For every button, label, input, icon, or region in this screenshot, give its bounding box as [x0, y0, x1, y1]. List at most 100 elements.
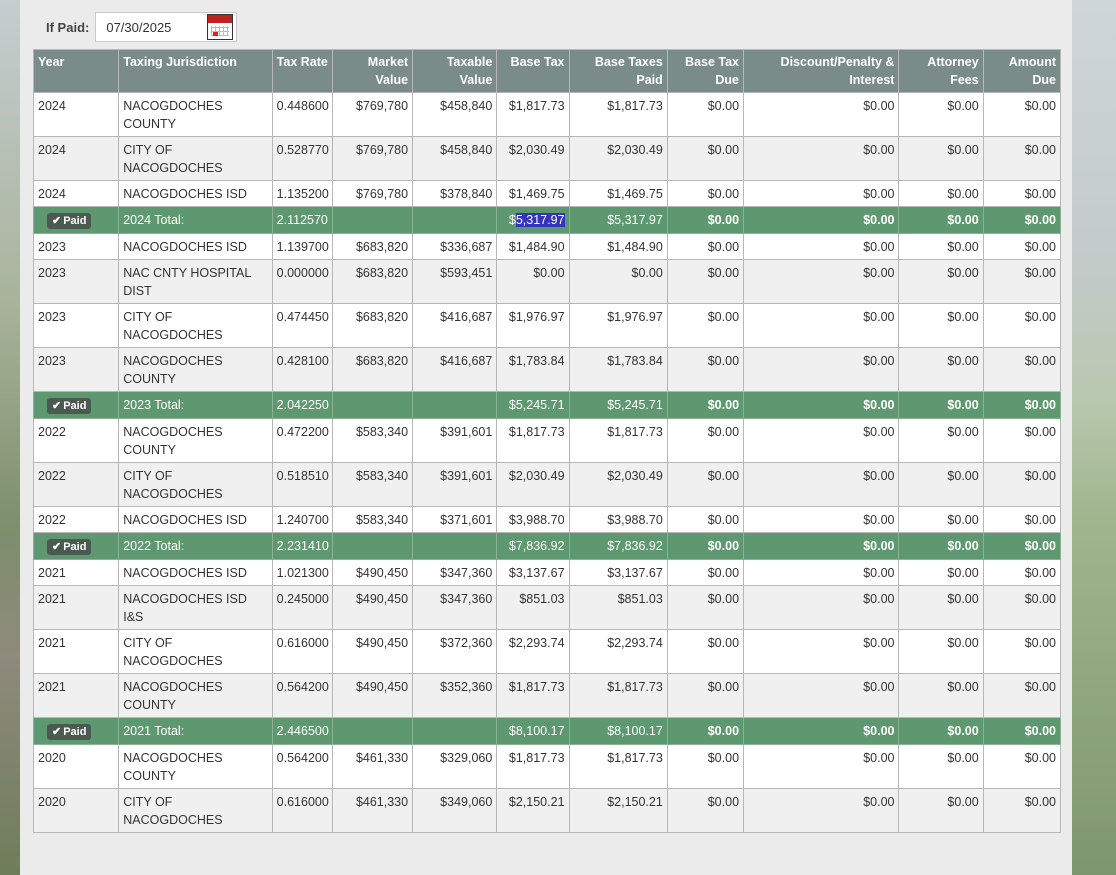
cell-attorney-fees: $0.00	[898, 391, 984, 419]
cell-market-value: $683,820	[331, 233, 414, 260]
cell-base-tax-due: $0.00	[666, 559, 745, 586]
column-header-jurisdiction[interactable]: Taxing Jurisdiction	[118, 49, 273, 93]
cell-text: NACOGDOCHES ISD	[123, 187, 247, 201]
column-header-discount-penalty-interest[interactable]: Discount/Penalty & Interest	[743, 49, 900, 93]
cell-text: $0.00	[863, 99, 895, 113]
column-header-text: Taxable	[446, 55, 493, 69]
cell-text: $1,976.97	[607, 310, 663, 324]
cell-text: $7,836.92	[607, 539, 663, 553]
cell-discount-penalty-interest: $0.00	[743, 532, 900, 560]
cell-text: $0.00	[863, 513, 895, 527]
cell-text: $0.00	[947, 592, 979, 606]
cell-text: $5,245.71	[508, 398, 565, 412]
column-header-base-tax[interactable]: Base Tax	[496, 49, 570, 93]
cell-text: $2,030.49	[508, 143, 565, 157]
paid-badge: ✔ Paid	[47, 724, 92, 740]
table-row: 2022 NACOGDOCHES ISD 1.240700 $583,340 $371,…	[32, 506, 1062, 533]
cell-text: $378,840	[440, 187, 493, 201]
cell-text: $0.00	[947, 513, 979, 527]
cell-text: $0.00	[1024, 592, 1056, 606]
cell-text: 1.240700	[276, 513, 329, 527]
cell-text: $683,820	[355, 354, 409, 368]
column-header-taxable-value[interactable]: Taxable Value	[412, 49, 498, 93]
cell-text: $0.00	[863, 566, 895, 580]
cell-text: $0.00	[1024, 636, 1056, 650]
cell-text: $391,601	[440, 425, 493, 439]
cell-text: $0.00	[863, 213, 895, 227]
cell-text: $490,450	[355, 566, 409, 580]
cell-jurisdiction: NACOGDOCHES COUNTY	[118, 673, 273, 718]
cell-text: $0.00	[1024, 213, 1056, 227]
cell-amount-due: $0.00	[982, 347, 1062, 392]
cell-base-tax: $1,817.73	[496, 673, 570, 718]
cell-text: $0.00	[707, 354, 740, 368]
cell-discount-penalty-interest: $0.00	[743, 673, 900, 718]
cell-base-taxes-paid: $1,817.73	[568, 92, 668, 137]
cell-base-taxes-paid: $2,030.49	[568, 136, 668, 181]
cell-text: $371,601	[440, 513, 493, 527]
column-header-tax-rate[interactable]: Tax Rate	[271, 49, 333, 93]
cell-text: 1.021300	[276, 566, 329, 580]
cell-text: $0.00	[707, 566, 740, 580]
table-row: 2021 NACOGDOCHES COUNTY 0.564200 $490,450 $3…	[32, 673, 1062, 718]
cell-text: 1.135200	[276, 187, 329, 201]
cell-text: 0.428100	[276, 354, 329, 368]
cell-text: $0.00	[863, 680, 895, 694]
cell-text: $0.00	[863, 636, 895, 650]
cell-year: 2023	[32, 233, 120, 260]
cell-base-taxes-paid: $3,988.70	[568, 506, 668, 533]
cell-year: ✔ Paid	[32, 717, 120, 745]
if-paid-date-field[interactable]: 07/30/2025	[95, 12, 238, 42]
cell-text: $372,360	[440, 636, 493, 650]
column-header-text: Interest	[849, 73, 895, 87]
cell-text: $583,340	[355, 425, 409, 439]
cell-text: $329,060	[440, 751, 493, 765]
cell-market-value: $683,820	[331, 347, 414, 392]
cell-text: $3,988.70	[607, 513, 663, 527]
column-header-base-taxes-paid[interactable]: Base Taxes Paid	[568, 49, 668, 93]
cell-text: $0.00	[947, 636, 979, 650]
cell-market-value: $583,340	[331, 462, 414, 507]
cell-text: NACOGDOCHES COUNTY	[123, 680, 223, 712]
calendar-icon[interactable]	[207, 14, 234, 40]
cell-text: $0.00	[707, 213, 740, 227]
cell-text: $0.00	[707, 513, 740, 527]
column-header-amount-due[interactable]: Amount Due	[982, 49, 1062, 93]
cell-discount-penalty-interest: $0.00	[743, 788, 900, 833]
cell-text: $2,030.49	[607, 143, 663, 157]
column-header-year[interactable]: Year	[32, 49, 120, 93]
cell-text: $3,137.67	[508, 566, 565, 580]
cell-base-tax: $1,469.75	[496, 180, 570, 207]
cell-tax-rate: 1.021300	[271, 559, 333, 586]
cell-text: $0.00	[863, 354, 895, 368]
cell-base-tax: $2,293.74	[496, 629, 570, 674]
cell-tax-rate: 0.616000	[271, 788, 333, 833]
cell-discount-penalty-interest: $0.00	[743, 92, 900, 137]
column-header-market-value[interactable]: Market Value	[331, 49, 414, 93]
cell-text: $490,450	[355, 680, 409, 694]
cell-text: 0.616000	[276, 636, 329, 650]
cell-market-value: $583,340	[331, 418, 414, 463]
column-header-attorney-fees[interactable]: Attorney Fees	[898, 49, 984, 93]
column-header-text: Market	[367, 55, 409, 69]
cell-base-tax: $5,317.97	[496, 206, 570, 234]
cell-base-tax: $1,484.90	[496, 233, 570, 260]
cell-tax-rate: 0.448600	[271, 92, 333, 137]
cell-text: $0.00	[707, 425, 740, 439]
cell-text: $0.00	[947, 795, 979, 809]
cell-base-tax-due: $0.00	[666, 506, 745, 533]
if-paid-label: If Paid:	[46, 19, 90, 35]
cell-text: $0.00	[707, 539, 740, 553]
cell-base-tax-due: $0.00	[666, 418, 745, 463]
cell-year: 2023	[32, 347, 120, 392]
cell-market-value: $683,820	[331, 303, 414, 348]
column-header-base-tax-due[interactable]: Base Tax Due	[666, 49, 745, 93]
cell-text: 0.518510	[276, 469, 329, 483]
cell-text: $0.00	[707, 398, 740, 412]
year-total-row: ✔ Paid 2022 Total: 2.231410 $7,836.92 $7,836.…	[32, 532, 1062, 560]
cell-year: 2022	[32, 462, 120, 507]
cell-base-tax: $2,150.21	[496, 788, 570, 833]
cell-text: 0.472200	[276, 425, 329, 439]
cell-amount-due: $0.00	[982, 206, 1062, 234]
if-paid-date-value[interactable]: 07/30/2025	[106, 19, 172, 35]
